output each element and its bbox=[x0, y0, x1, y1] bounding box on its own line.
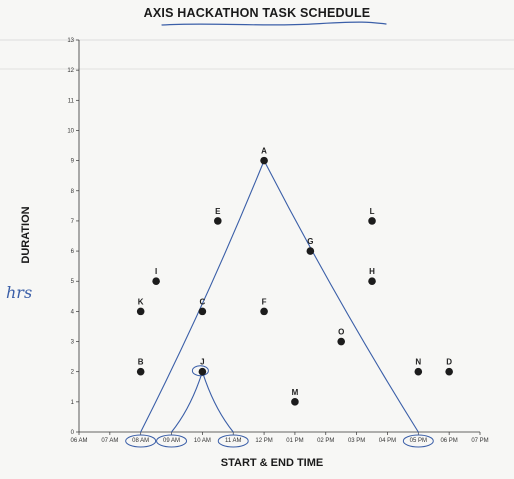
point-h bbox=[368, 277, 376, 286]
triangle-annotation-ink bbox=[170, 371, 234, 433]
y-tick-label: 8 bbox=[71, 189, 75, 195]
point-c bbox=[198, 307, 207, 316]
point-label-f: F bbox=[262, 297, 267, 306]
x-tick-label: 12 PM bbox=[255, 438, 272, 444]
y-tick-label: 7 bbox=[71, 219, 75, 225]
x-axis-label: START & END TIME bbox=[220, 457, 324, 469]
point-l bbox=[368, 217, 376, 225]
point-e bbox=[214, 217, 222, 225]
decoration-layer bbox=[0, 21, 514, 70]
point-n bbox=[414, 367, 423, 376]
x-tick-label: 09 AM bbox=[163, 438, 180, 444]
point-label-h: H bbox=[369, 267, 375, 276]
point-g bbox=[306, 247, 315, 255]
point-label-j: J bbox=[200, 358, 204, 367]
handwritten-annotations bbox=[125, 160, 434, 448]
circled-tick-ink bbox=[217, 434, 249, 448]
y-tick-label: 11 bbox=[68, 98, 75, 104]
data-points: A B C D E F G H I J K L M N O bbox=[136, 147, 453, 406]
y-tick-label: 4 bbox=[71, 309, 75, 315]
triangle-annotation-ink bbox=[140, 160, 419, 433]
x-tick-label: 04 PM bbox=[379, 438, 396, 444]
x-tick-label: 05 PM bbox=[410, 438, 427, 444]
point-a bbox=[260, 156, 268, 165]
point-label-a: A bbox=[261, 147, 267, 156]
y-tick-label: 13 bbox=[67, 38, 74, 44]
point-label-c: C bbox=[199, 297, 205, 306]
point-label-m: M bbox=[292, 388, 299, 397]
point-m bbox=[291, 398, 299, 406]
x-tick-label: 07 AM bbox=[101, 438, 118, 444]
title-underline-ink bbox=[161, 21, 387, 26]
chart-title: AXIS HACKATHON TASK SCHEDULE bbox=[143, 6, 371, 20]
x-tick-label: 06 PM bbox=[440, 438, 457, 444]
point-i bbox=[152, 277, 160, 286]
point-j bbox=[198, 367, 207, 376]
point-o bbox=[337, 337, 345, 346]
x-tick-label: 01 PM bbox=[286, 438, 303, 444]
x-tick-label: 03 PM bbox=[348, 438, 365, 444]
y-tick-label: 5 bbox=[71, 279, 75, 285]
x-tick-label: 08 AM bbox=[132, 438, 149, 444]
point-label-e: E bbox=[215, 207, 221, 216]
circled-tick-ink bbox=[402, 434, 434, 448]
x-tick-label: 07 PM bbox=[471, 438, 488, 444]
y-tick-label: 0 bbox=[71, 430, 75, 436]
x-tick-label: 02 PM bbox=[317, 438, 334, 444]
circled-tick-ink bbox=[156, 434, 188, 448]
y-tick-label: 2 bbox=[71, 370, 75, 376]
point-b bbox=[136, 367, 145, 376]
point-label-i: I bbox=[155, 267, 157, 276]
y-tick-label: 6 bbox=[71, 249, 75, 255]
point-label-l: L bbox=[370, 207, 375, 216]
point-label-d: D bbox=[446, 358, 452, 367]
point-d bbox=[445, 367, 453, 376]
y-tick-label: 10 bbox=[67, 128, 74, 134]
y-tick-label: 1 bbox=[71, 400, 75, 406]
point-label-g: G bbox=[307, 237, 313, 246]
x-tick-label: 11 AM bbox=[225, 438, 242, 444]
point-label-o: O bbox=[338, 328, 344, 337]
point-label-b: B bbox=[138, 358, 144, 367]
x-tick-label: 10 AM bbox=[194, 438, 211, 444]
y-tick-label: 3 bbox=[71, 340, 75, 346]
y-tick-label: 12 bbox=[67, 68, 74, 74]
point-label-n: N bbox=[415, 358, 421, 367]
point-f bbox=[260, 307, 268, 316]
circled-tick-ink bbox=[125, 434, 157, 448]
handwritten-margin-note: hrs bbox=[6, 283, 33, 302]
point-k bbox=[136, 307, 145, 316]
circled-point-ink bbox=[191, 365, 209, 377]
y-tick-label: 9 bbox=[71, 159, 75, 165]
x-tick-label: 06 AM bbox=[70, 438, 87, 444]
point-label-k: K bbox=[138, 297, 144, 306]
